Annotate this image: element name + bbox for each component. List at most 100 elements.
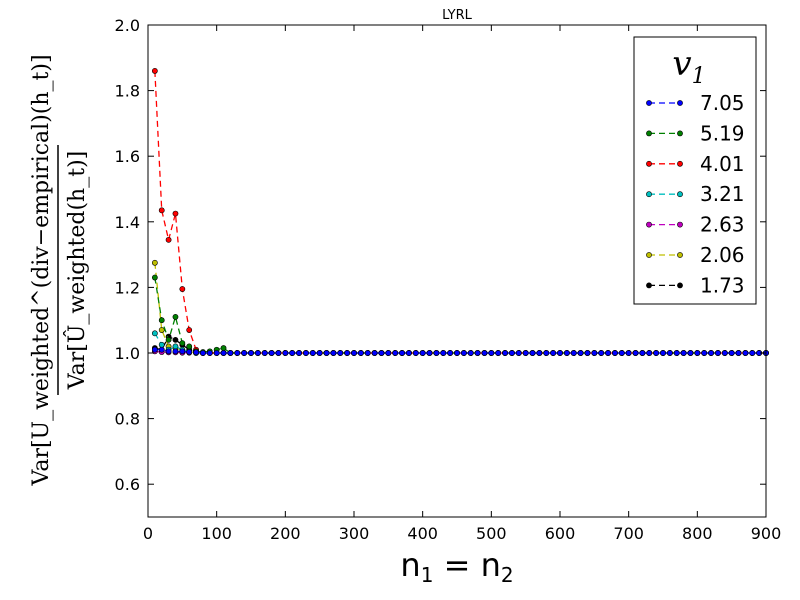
data-point: [165, 236, 172, 243]
data-point: [742, 350, 749, 356]
legend-label: 2.06: [700, 243, 745, 267]
data-point: [550, 350, 557, 356]
data-point: [673, 350, 680, 356]
legend-marker: [646, 100, 652, 106]
data-point: [172, 343, 179, 350]
data-point: [268, 350, 275, 356]
y-axis-label: Var[U_weighted^(div−empirical)(h_t)] Var…: [29, 54, 90, 486]
data-point: [385, 350, 392, 356]
legend-marker: [677, 130, 683, 137]
data-point: [447, 350, 454, 356]
data-point: [357, 350, 364, 356]
data-point: [344, 350, 351, 356]
y-tick-label: 1.8: [115, 82, 140, 101]
data-point: [488, 350, 495, 356]
legend-title: v1: [672, 44, 705, 89]
legend-entry: 4.01: [646, 152, 745, 176]
data-point: [193, 349, 199, 356]
data-point: [646, 350, 653, 356]
data-point: [151, 346, 158, 353]
data-point: [158, 207, 165, 214]
data-point: [708, 350, 714, 356]
data-point: [151, 330, 158, 337]
x-tick-label: 900: [751, 524, 782, 543]
data-point: [254, 350, 261, 356]
x-label-sub1: 1: [421, 563, 434, 587]
data-point: [351, 350, 357, 356]
data-point: [316, 350, 323, 356]
data-point: [186, 343, 193, 350]
legend-label: 3.21: [700, 182, 745, 206]
x-tick-label: 400: [407, 524, 438, 543]
x-tick-label: 600: [545, 524, 576, 543]
y-axis: 0.6 0.8 1.0 1.2 1.4 1.6 1.8 2.0: [115, 16, 766, 494]
data-point: [399, 350, 405, 356]
data-point: [172, 314, 179, 320]
data-point: [261, 350, 268, 356]
data-point: [625, 350, 632, 356]
data-point: [412, 350, 419, 356]
data-point: [591, 350, 598, 356]
data-point: [330, 350, 337, 356]
legend-marker: [646, 191, 652, 198]
legend-marker: [646, 252, 652, 258]
data-point: [378, 350, 385, 356]
data-point: [694, 350, 701, 356]
legend-entry: 5.19: [646, 121, 745, 145]
legend: v1 7.05 5.19 4.01 3.21 2.63 2.06 1.73: [633, 36, 757, 305]
data-point: [460, 350, 467, 356]
chart-title: LYRL: [442, 8, 472, 23]
data-point: [728, 350, 735, 356]
x-tick-label: 300: [339, 524, 370, 543]
data-point: [735, 350, 742, 356]
legend-marker: [646, 282, 652, 289]
x-label-eq: = n: [433, 546, 500, 584]
data-point: [172, 336, 179, 343]
data-point: [275, 350, 282, 356]
data-point: [639, 350, 646, 356]
data-point: [158, 346, 165, 353]
data-point: [536, 350, 543, 356]
legend-entry: 7.05: [646, 91, 745, 115]
plot-marks: [151, 68, 769, 356]
data-point: [309, 350, 316, 356]
data-point: [543, 350, 550, 356]
data-point: [165, 348, 172, 355]
data-point: [749, 350, 756, 356]
data-point: [158, 317, 165, 324]
legend-marker: [677, 191, 683, 198]
x-tick-label: 500: [476, 524, 507, 543]
legend-title-sub: 1: [692, 64, 706, 89]
data-point: [206, 350, 213, 356]
data-point: [618, 350, 625, 356]
data-point: [282, 350, 289, 356]
data-point: [371, 350, 378, 356]
data-point: [392, 350, 399, 356]
legend-entry: 3.21: [646, 182, 745, 206]
data-point: [151, 68, 158, 74]
x-tick-label: 100: [201, 524, 232, 543]
data-point: [179, 340, 186, 347]
data-point: [515, 350, 522, 356]
data-point: [660, 350, 666, 356]
y-tick-label: 1.4: [115, 213, 140, 232]
x-tick-label: 200: [270, 524, 301, 543]
legend-label: 4.01: [700, 152, 745, 176]
data-point: [509, 350, 515, 356]
data-point: [186, 349, 193, 355]
data-point: [426, 350, 433, 356]
data-point: [296, 350, 302, 356]
data-point: [680, 350, 687, 356]
data-point: [419, 350, 426, 356]
data-point: [522, 350, 529, 356]
y-tick-label: 1.0: [115, 344, 140, 363]
data-point: [584, 350, 591, 356]
legend-label: 2.63: [700, 213, 745, 237]
legend-marker: [677, 252, 683, 258]
data-point: [605, 350, 611, 356]
data-point: [364, 350, 371, 356]
data-point: [577, 350, 584, 356]
legend-entry: 1.73: [646, 273, 745, 297]
data-point: [323, 350, 330, 356]
